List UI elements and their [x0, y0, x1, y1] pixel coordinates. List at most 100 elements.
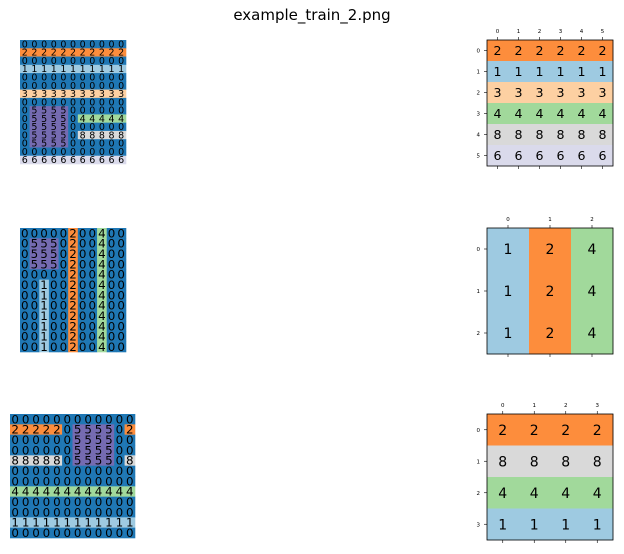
input-cell-value: 0 — [105, 526, 113, 540]
output-cell-value: 1 — [504, 284, 513, 300]
y-tick-label: 2 — [477, 91, 481, 97]
input-cell-value: 0 — [43, 526, 51, 540]
output-cell-value: 4 — [598, 106, 606, 121]
x-tick-label: 5 — [601, 29, 605, 35]
output-cell-value: 8 — [577, 127, 585, 142]
y-tick-label: 5 — [477, 154, 481, 160]
input-cell-value: 6 — [80, 155, 86, 166]
output-cell-value: 8 — [598, 127, 606, 142]
x-tick-label: 2 — [538, 29, 542, 35]
input-grid-1: 0 0 0 0 0 0 0 0 0 0 02 2 2 2 2 2 2 2 2 2 20 0 0 0 0 0 0 0 0 0 01 1 1 1 1 1 1… — [20, 39, 126, 166]
output-cell-value: 1 — [530, 517, 539, 533]
input-cell-value: 0 — [126, 526, 134, 540]
y-tick-label: 0 — [477, 49, 481, 55]
x-tick-label: 2 — [564, 403, 568, 409]
input-cell-value: 6 — [41, 155, 47, 166]
y-tick-label: 2 — [477, 331, 481, 337]
x-tick-label: 0 — [506, 217, 510, 223]
output-cell-value: 4 — [498, 486, 507, 502]
input-cell-value: 0 — [116, 526, 124, 540]
output-cell-value: 2 — [535, 43, 543, 58]
output-cell-value: 2 — [556, 43, 564, 58]
output-cell-value: 2 — [598, 43, 606, 58]
input-cell-value: 0 — [64, 526, 72, 540]
output-cell-value: 2 — [493, 43, 501, 58]
output-cell-value: 4 — [514, 106, 522, 121]
output-cell-value: 3 — [598, 85, 606, 100]
output-cell-value: 1 — [598, 64, 606, 79]
output-cell-value: 1 — [504, 242, 513, 258]
output-cell-value: 6 — [556, 148, 564, 163]
x-tick-label: 2 — [590, 217, 594, 223]
input-cell-value: 0 — [11, 526, 19, 540]
output-cell-value: 6 — [535, 148, 543, 163]
x-tick-label: 3 — [559, 29, 563, 35]
input-cell-value: 0 — [79, 340, 87, 354]
y-tick-label: 0 — [477, 247, 481, 253]
output-cell-value: 1 — [556, 64, 564, 79]
output-cell-value: 2 — [514, 43, 522, 58]
x-tick-label: 0 — [501, 403, 505, 409]
output-cell-value: 1 — [514, 64, 522, 79]
output-cell-value: 4 — [530, 486, 539, 502]
output-cell-value: 2 — [593, 423, 602, 439]
y-tick-label: 0 — [477, 428, 481, 434]
output-cell-value: 6 — [598, 148, 606, 163]
output-grid-1: 2 2 2 2 2 21 1 1 1 1 13 3 3 3 3 34 4 4 4 4 48 8 8 8 8 86 6 6 6 6 60 1 2 3… — [477, 29, 614, 169]
output-cell-value: 4 — [556, 106, 564, 121]
input-cell-value: 6 — [22, 155, 28, 166]
input-cell-value: 6 — [70, 155, 76, 166]
y-tick-label: 3 — [477, 112, 481, 118]
output-cell-value: 1 — [593, 517, 602, 533]
output-cell-value: 1 — [561, 517, 570, 533]
output-cell-value: 2 — [546, 242, 555, 258]
input-cell-value: 0 — [31, 340, 39, 354]
input-cell-value: 0 — [53, 526, 61, 540]
output-cell-value: 6 — [493, 148, 501, 163]
input-cell-value: 0 — [60, 340, 68, 354]
output-cell-value: 3 — [577, 85, 585, 100]
output-cell-value: 3 — [514, 85, 522, 100]
output-cell-value: 4 — [561, 486, 570, 502]
input-cell-value: 0 — [95, 526, 103, 540]
input-cell-value: 1 — [40, 340, 48, 354]
output-cell-value: 2 — [577, 43, 585, 58]
output-cell-value: 4 — [535, 106, 543, 121]
y-tick-label: 1 — [477, 70, 481, 76]
output-cell-value: 2 — [546, 284, 555, 300]
y-tick-label: 1 — [477, 459, 481, 465]
output-cell-value: 6 — [514, 148, 522, 163]
y-tick-label: 2 — [477, 491, 481, 497]
input-cell-value: 0 — [84, 526, 92, 540]
output-cell-value: 1 — [493, 64, 501, 79]
input-grid-3: 0 0 0 0 0 0 0 0 0 0 0 02 2 2 2 2 0 5 5 5 5 0 20 0 0 0 0 0 5 5 5 5 0 00 0 0 0… — [10, 412, 135, 540]
output-cell-value: 1 — [577, 64, 585, 79]
x-tick-label: 1 — [517, 29, 521, 35]
output-cell-value: 8 — [514, 127, 522, 142]
x-tick-label: 4 — [580, 29, 584, 35]
output-cell-value: 2 — [530, 423, 539, 439]
input-cell-value: 0 — [21, 340, 29, 354]
input-cell-value: 0 — [74, 526, 82, 540]
input-cell-value: 0 — [88, 340, 96, 354]
input-cell-value: 6 — [118, 155, 124, 166]
input-cell-value: 0 — [32, 526, 40, 540]
y-tick-label: 3 — [477, 522, 481, 528]
input-grid-2: 0 0 0 0 0 2 0 0 4 0 00 5 5 5 0 2 0 0 4 0 00 5 5 5 0 2 0 0 4 0 00 5 5 5 0 2 0… — [20, 226, 126, 354]
input-cell-value: 6 — [31, 155, 37, 166]
output-cell-value: 4 — [588, 326, 597, 342]
output-cell-value: 1 — [498, 517, 507, 533]
output-cell-value: 8 — [493, 127, 501, 142]
input-cell-value: 6 — [89, 155, 95, 166]
output-cell-value: 4 — [577, 106, 585, 121]
y-tick-label: 1 — [477, 289, 481, 295]
output-cell-value: 8 — [498, 454, 507, 470]
output-cell-value: 3 — [493, 85, 501, 100]
y-tick-label: 4 — [477, 133, 481, 139]
output-cell-value: 6 — [577, 148, 585, 163]
output-cell-value: 2 — [561, 423, 570, 439]
output-cell-value: 2 — [498, 423, 507, 439]
input-cell-value: 2 — [69, 340, 77, 354]
output-cell-value: 2 — [546, 326, 555, 342]
